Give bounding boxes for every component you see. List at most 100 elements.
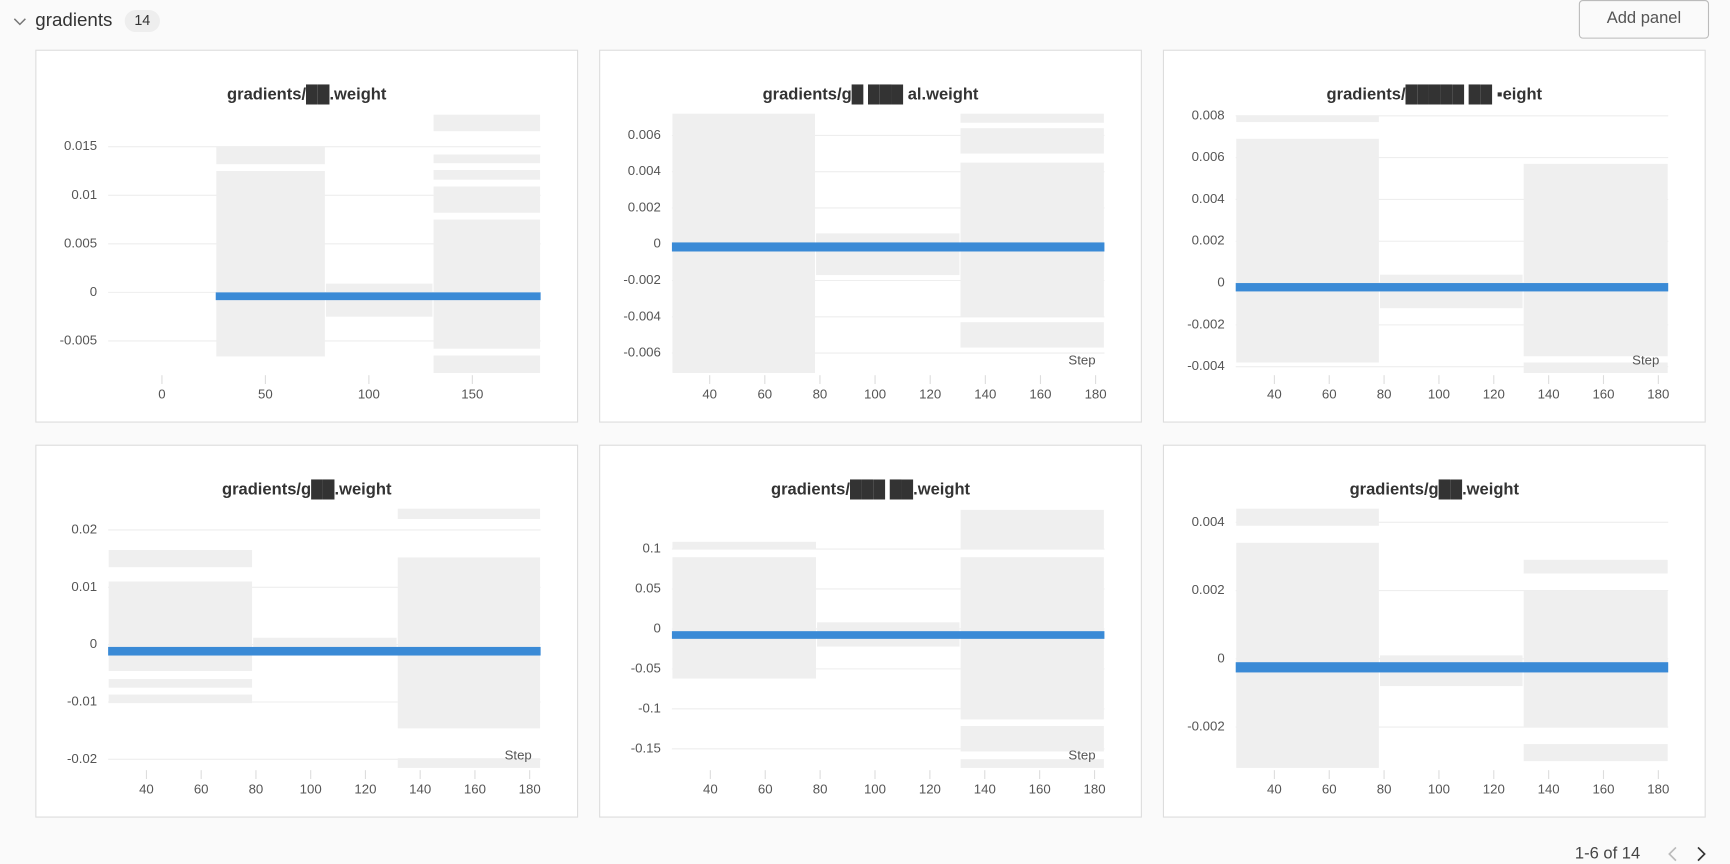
panel-title: gradients/█████ ██ ▪eight <box>1327 83 1543 105</box>
x-tick-label: 40 <box>703 782 718 797</box>
y-tick-label: -0.02 <box>67 751 97 766</box>
histogram-bin <box>216 146 325 165</box>
x-tick-label: 180 <box>1085 387 1107 402</box>
x-tick-label: 80 <box>813 782 828 797</box>
x-tick-label: 40 <box>139 782 154 797</box>
x-tick-label: 140 <box>1538 387 1560 402</box>
panel-title: gradients/g█ ███ al.weight <box>763 83 979 105</box>
x-tick-label: 120 <box>1483 782 1505 797</box>
x-tick-label: 100 <box>300 782 322 797</box>
y-tick-label: -0.15 <box>631 740 661 755</box>
histogram-bin <box>1523 163 1668 357</box>
histogram-bin <box>216 170 325 357</box>
histogram-bin <box>960 509 1104 550</box>
x-tick-label: 60 <box>194 782 209 797</box>
y-tick-label: -0.004 <box>1187 358 1224 373</box>
histogram-bin <box>397 758 541 768</box>
y-tick-label: -0.005 <box>60 332 97 347</box>
y-tick-label: 0 <box>654 236 661 251</box>
y-tick-label: -0.01 <box>67 693 97 708</box>
y-tick-label: -0.1 <box>638 700 661 715</box>
x-tick-label: 140 <box>1538 782 1560 797</box>
x-tick-label: 40 <box>1267 387 1282 402</box>
histogram-bin <box>108 581 253 672</box>
y-tick-label: 0.002 <box>628 199 661 214</box>
histogram-bin <box>1523 744 1668 762</box>
x-tick-label: 140 <box>974 782 996 797</box>
histogram-bin <box>1523 590 1668 728</box>
histogram-bin <box>672 541 816 550</box>
histogram-bin <box>1523 362 1668 373</box>
x-tick-label: 150 <box>461 387 483 402</box>
histogram-bin <box>816 233 960 276</box>
histogram-bin <box>960 759 1104 768</box>
histogram-bin <box>1236 115 1379 123</box>
histogram-bin <box>1236 542 1379 768</box>
x-axis-label: Step <box>1632 352 1659 367</box>
x-axis-label: Step <box>1068 352 1095 367</box>
distribution-band <box>671 242 1105 252</box>
histogram-bin <box>1236 508 1379 526</box>
y-tick-label: -0.004 <box>623 308 660 323</box>
x-tick-label: 120 <box>919 387 941 402</box>
histogram-bin <box>397 508 541 520</box>
x-tick-label: 40 <box>702 387 717 402</box>
section-title: gradients <box>35 9 112 30</box>
x-tick-label: 80 <box>1377 782 1392 797</box>
y-tick-label: 0.005 <box>64 235 97 250</box>
x-axis-label: Step <box>1068 747 1095 762</box>
panels: gradients/██.weight 0.015 0.01 0.005 0 -0.005… <box>35 49 1706 818</box>
histogram-bin <box>397 557 541 729</box>
y-tick-label: 0.015 <box>64 138 97 153</box>
histogram-bin <box>960 322 1104 348</box>
histogram-bin <box>108 694 253 704</box>
histogram-bin <box>433 170 541 180</box>
x-tick-label: 140 <box>409 782 431 797</box>
histogram-bin <box>433 186 541 213</box>
y-tick-label: 0.002 <box>1192 233 1225 248</box>
x-tick-label: 180 <box>1084 782 1106 797</box>
y-tick-label: 0 <box>1217 650 1224 665</box>
x-tick-label: 60 <box>1322 387 1337 402</box>
y-tick-label: 0 <box>90 636 97 651</box>
y-tick-label: 0.008 <box>1192 107 1225 122</box>
histogram-bin <box>672 557 816 679</box>
histogram-bin <box>433 114 541 132</box>
distribution-band <box>671 631 1105 639</box>
x-tick-label: 40 <box>1267 782 1282 797</box>
x-tick-label: 160 <box>464 782 486 797</box>
histogram-bin <box>960 113 1104 123</box>
y-tick-label: 0.05 <box>635 580 661 595</box>
x-tick-label: 60 <box>757 387 772 402</box>
x-axis-label: Step <box>505 747 532 762</box>
x-tick-label: 80 <box>249 782 264 797</box>
y-tick-label: 0.004 <box>1192 514 1225 529</box>
x-tick-label: 140 <box>974 387 996 402</box>
y-tick-label: -0.006 <box>623 345 660 360</box>
y-tick-label: 0.02 <box>71 521 97 536</box>
y-tick-label: 0.1 <box>642 541 660 556</box>
collapse-chevron[interactable] <box>13 18 26 26</box>
histogram-bin <box>960 162 1104 317</box>
distribution-band <box>1235 662 1669 673</box>
x-tick-label: 60 <box>758 782 773 797</box>
x-tick-label: 100 <box>864 387 886 402</box>
x-tick-label: 180 <box>1647 782 1669 797</box>
prev-page[interactable] <box>1668 846 1677 862</box>
histogram-bin <box>960 128 1104 154</box>
x-tick-label: 0 <box>158 387 165 402</box>
histogram-bin <box>108 549 253 568</box>
y-tick-label: 0.002 <box>1192 582 1225 597</box>
y-tick-label: 0.006 <box>628 127 661 142</box>
y-tick-label: 0.01 <box>71 579 97 594</box>
distribution-band <box>108 646 541 656</box>
histogram-bin <box>960 726 1104 752</box>
add-panel-button[interactable] <box>1578 0 1710 39</box>
x-tick-label: 100 <box>1428 782 1450 797</box>
y-tick-label: -0.002 <box>1187 316 1224 331</box>
x-tick-label: 160 <box>1029 782 1051 797</box>
next-page[interactable] <box>1697 846 1706 862</box>
histogram-bin <box>108 679 253 688</box>
histogram-bin <box>433 355 541 373</box>
